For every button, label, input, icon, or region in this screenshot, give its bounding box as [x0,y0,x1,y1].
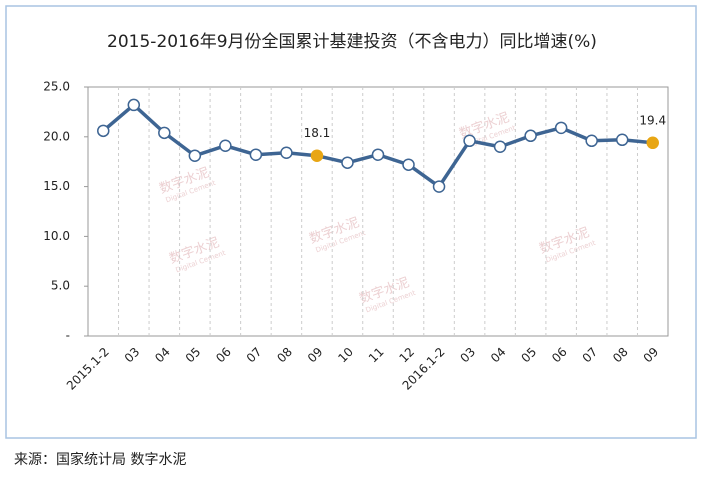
point [188,149,202,162]
point [402,158,415,171]
point [97,124,110,138]
point [554,121,568,135]
point [646,136,659,150]
point [615,133,629,147]
point [341,156,354,169]
point [524,129,537,143]
point [585,134,598,148]
point [371,148,385,161]
point [158,126,171,140]
y-tick-label: 10.0 [43,229,70,243]
plot-area [87,86,669,337]
y-tick-label: 5.0 [51,279,70,293]
point [493,140,507,154]
data-label: 18.1 [304,126,331,140]
chart-title: 2015-2016年9月份全国累计基建投资（不含电力）同比增速(%) [107,32,597,52]
point [280,146,293,159]
y-tick-label: 25.0 [43,80,70,94]
data-label: 19.4 [639,113,666,127]
point [249,148,263,161]
y-tick-label: 20.0 [43,129,70,143]
point [432,180,446,193]
chart-frame [5,5,697,439]
source: 来源：国家统计局 数字水泥 [14,451,186,468]
y-tick-label: - [66,329,70,343]
point [463,134,476,148]
y-tick-label: 15.0 [43,179,70,193]
point [310,149,324,162]
point [127,98,141,112]
point [219,139,232,153]
